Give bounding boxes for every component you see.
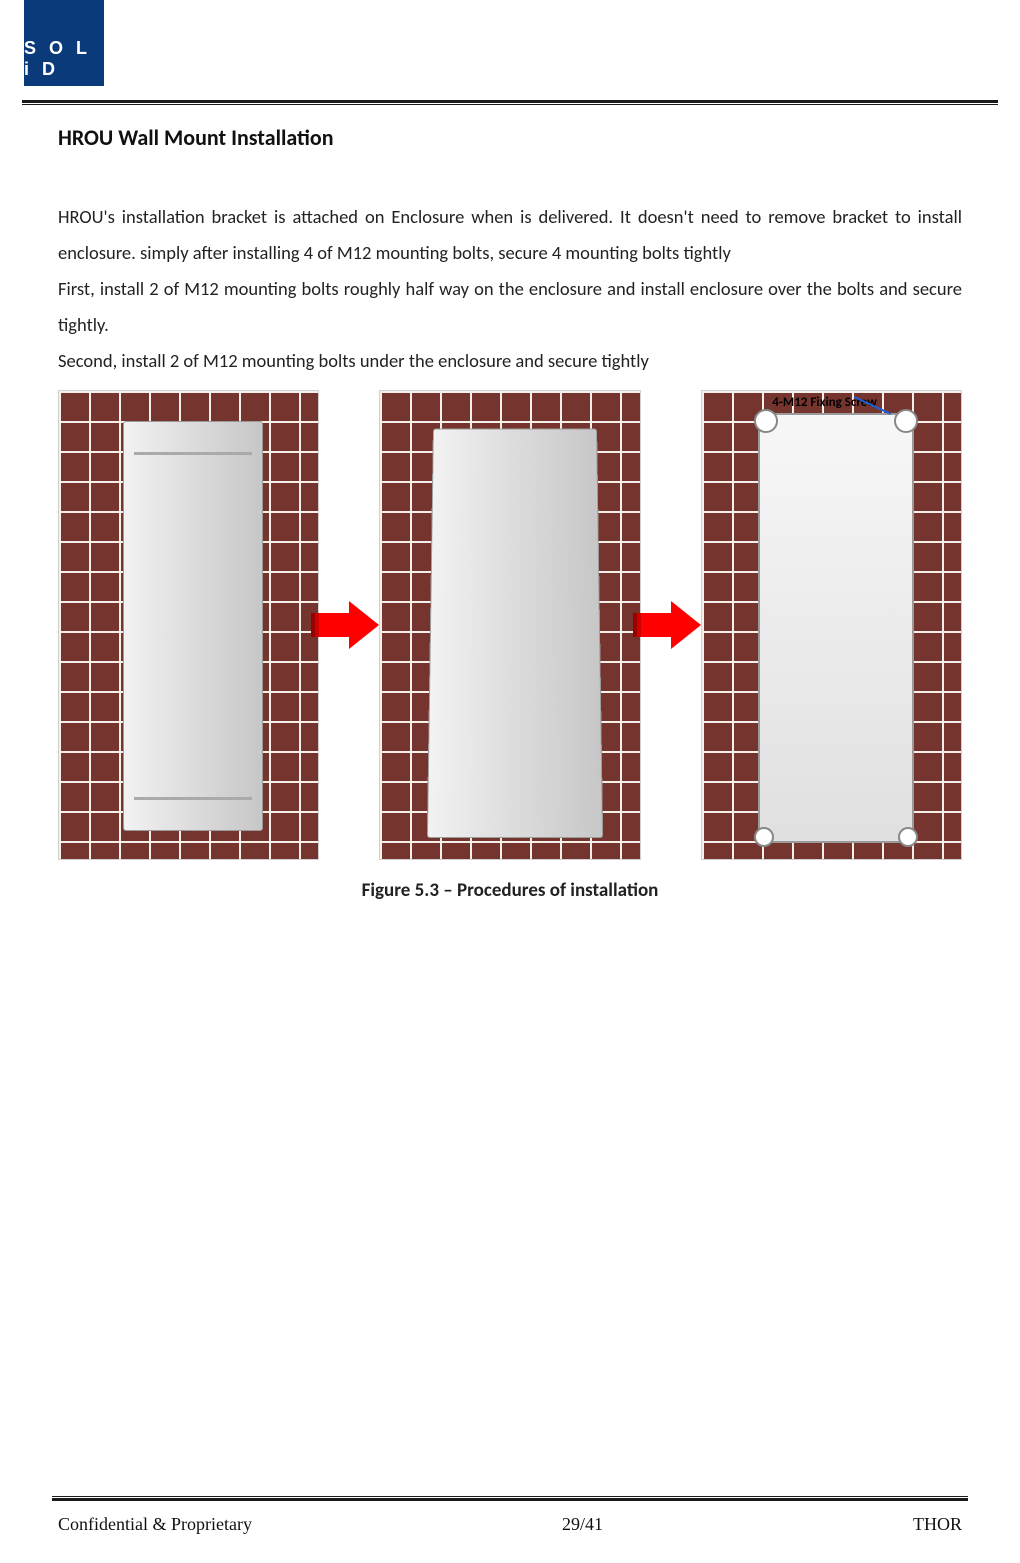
enclosure-front <box>123 421 263 831</box>
section-heading: HROU Wall Mount Installation <box>58 124 962 151</box>
footer-right: THOR <box>913 1514 962 1535</box>
footer-rule <box>52 1496 968 1501</box>
footer-left: Confidential & Proprietary <box>58 1514 252 1535</box>
page-content: HROU Wall Mount Installation HROU's inst… <box>58 124 962 902</box>
figure: 4-M12 Fixing Screw Figure 5.3 – Procedur… <box>58 385 962 902</box>
paragraph-2: First, install 2 of M12 mounting bolts r… <box>58 271 962 343</box>
arrow-icon <box>319 595 379 655</box>
arrow-icon <box>641 595 701 655</box>
brand-logo: S O L i D <box>24 0 104 86</box>
figure-panel-3: 4-M12 Fixing Screw <box>701 390 962 860</box>
mounting-bracket <box>758 413 914 843</box>
annotation-label: 4-M12 Fixing Screw <box>772 395 877 410</box>
figure-caption: Figure 5.3 – Procedures of installation <box>58 879 962 902</box>
figure-panel-2 <box>379 390 640 860</box>
figure-panels: 4-M12 Fixing Screw <box>58 385 962 865</box>
paragraph-1: HROU's installation bracket is attached … <box>58 199 962 271</box>
figure-panel-1 <box>58 390 319 860</box>
paragraph-3: Second, install 2 of M12 mounting bolts … <box>58 343 962 379</box>
footer-center: 29/41 <box>562 1514 603 1535</box>
header-rule <box>22 100 998 105</box>
enclosure-isometric <box>427 429 603 839</box>
page-footer: Confidential & Proprietary 29/41 THOR <box>58 1514 962 1535</box>
brand-logo-text: S O L i D <box>24 38 104 80</box>
